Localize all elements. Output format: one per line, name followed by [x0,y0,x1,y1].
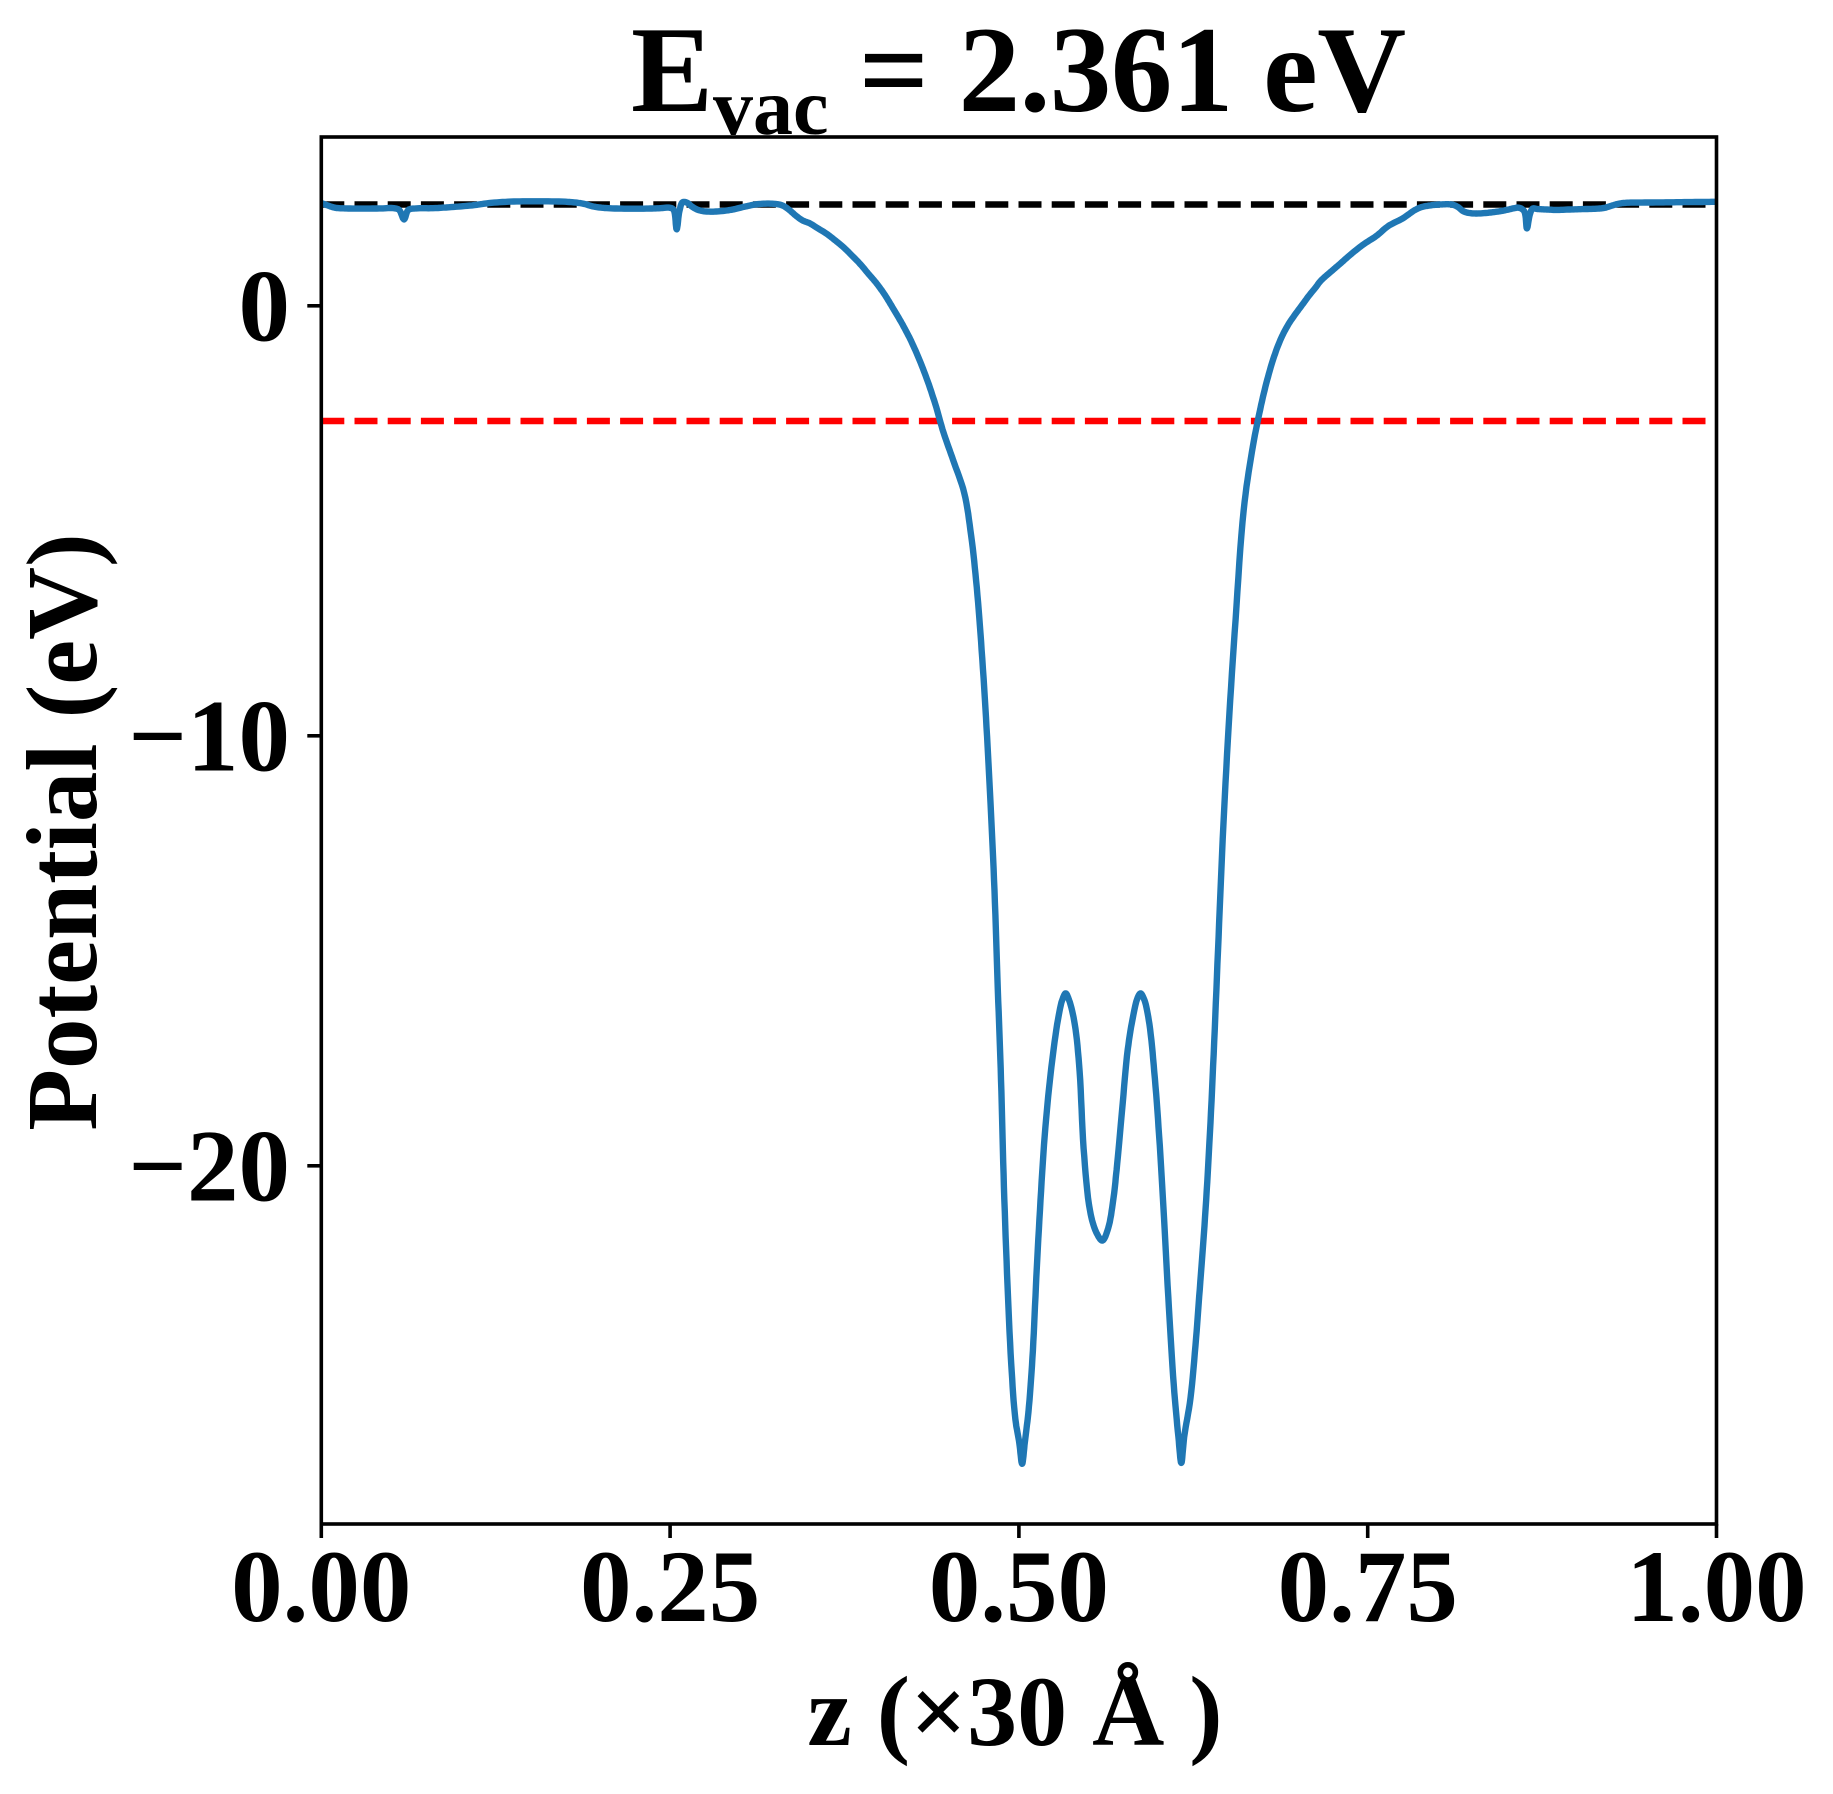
svg-text:0: 0 [239,249,291,363]
svg-text:0.50: 0.50 [929,1530,1109,1644]
svg-text:−10: −10 [128,679,290,793]
svg-text:z (×30 Å ): z (×30 Å ) [807,1656,1222,1767]
svg-text:0.00: 0.00 [231,1530,411,1644]
svg-text:−20: −20 [128,1109,290,1223]
svg-text:Potential (eV): Potential (eV) [6,533,118,1130]
svg-text:0.75: 0.75 [1278,1530,1458,1644]
svg-text:Evac = 2.361 eV: Evac = 2.361 eV [631,1,1406,152]
svg-text:1.00: 1.00 [1626,1530,1806,1644]
svg-text:0.25: 0.25 [580,1530,760,1644]
